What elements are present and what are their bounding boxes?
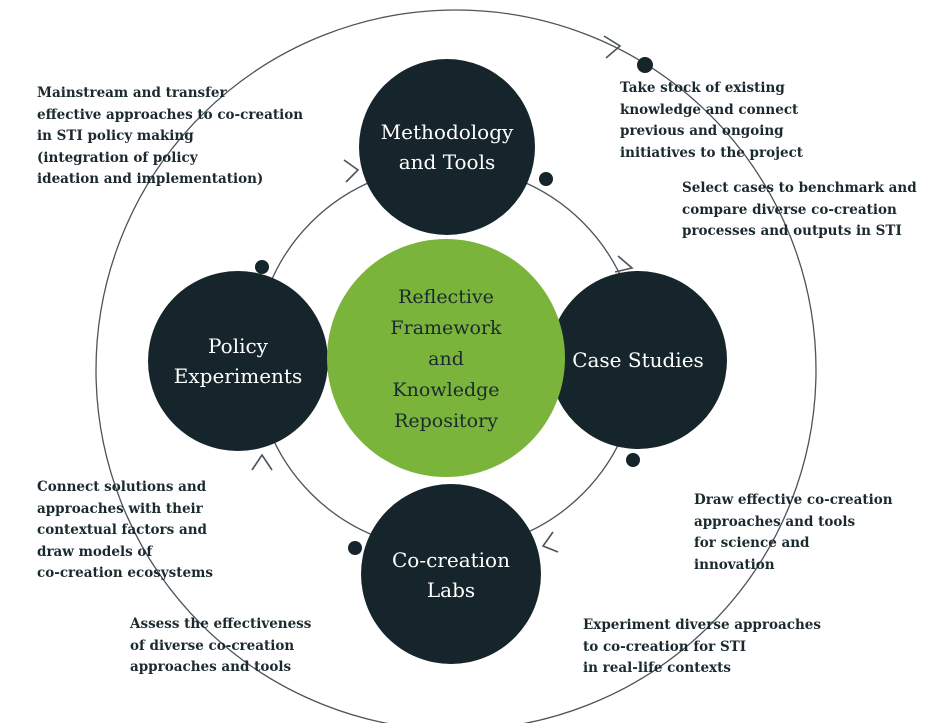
- colabs-label: Co-creation Labs: [361, 540, 541, 610]
- annotation-line: approaches with their: [37, 500, 203, 517]
- arrowhead-to-colabs: [541, 531, 559, 553]
- annotation-line: for science and: [694, 535, 810, 551]
- policy-node[interactable]: [148, 271, 328, 451]
- center-label-line1: Reflective: [398, 285, 494, 308]
- annotation-line: Connect solutions and: [37, 479, 207, 495]
- annotation-line: innovation: [694, 556, 775, 573]
- annotation-line: Mainstream and transfer: [37, 85, 227, 101]
- center-label-line4: Knowledge: [392, 378, 500, 401]
- annotation-line: knowledge and connect: [620, 101, 799, 118]
- policy-label-line1: Policy: [208, 334, 268, 358]
- center-node[interactable]: [327, 239, 565, 477]
- annotation-line: (integration of policy: [37, 149, 198, 166]
- annotation-select-cases: Select cases to benchmark and compare di…: [682, 178, 917, 243]
- annotation-assess: Assess the effectiveness of diverse co-c…: [130, 614, 311, 679]
- annotation-line: in STI policy making: [37, 128, 194, 144]
- outer-cycle-ring: [95, 9, 817, 723]
- methodology-node[interactable]: [359, 59, 535, 235]
- annotation-draw-effective: Draw effective co-creation approaches an…: [694, 490, 893, 576]
- annotation-line: compare diverse co-creation: [682, 201, 897, 218]
- colabs-label-line2: Labs: [426, 578, 476, 602]
- annotation-line: previous and ongoing: [620, 123, 784, 139]
- arrowhead-to-case-studies: [614, 255, 634, 273]
- arrowhead-to-methodology: [343, 159, 360, 183]
- annotation-line: Take stock of existing: [620, 80, 785, 96]
- annotation-line: approaches and tools: [694, 513, 856, 530]
- colabs-dot: [348, 541, 362, 555]
- annotation-line: processes and outputs in STI: [682, 223, 902, 239]
- policy-dot: [255, 260, 269, 274]
- annotation-line: initiatives to the project: [620, 144, 804, 161]
- colabs-label-line1: Co-creation: [392, 548, 510, 572]
- policy-label: Policy Experiments: [148, 326, 328, 396]
- annotation-mainstream: Mainstream and transfer effective approa…: [37, 83, 303, 191]
- annotation-line: draw models of: [37, 543, 153, 560]
- annotation-connect: Connect solutions and approaches with th…: [37, 477, 213, 585]
- case-studies-label-line1: Case Studies: [572, 348, 704, 372]
- methodology-label-line1: Methodology: [380, 120, 514, 144]
- case-studies-label: Case Studies: [549, 340, 727, 380]
- center-label: Reflective Framework and Knowledge Repos…: [346, 280, 546, 438]
- annotation-take-stock: Take stock of existing knowledge and con…: [620, 78, 803, 164]
- colabs-node[interactable]: [361, 484, 541, 664]
- annotation-line: to co-creation for STI: [583, 638, 747, 655]
- case-studies-dot: [626, 453, 640, 467]
- annotation-line: ideation and implementation): [37, 171, 264, 187]
- annotation-experiment: Experiment diverse approaches to co-crea…: [583, 615, 821, 680]
- arrowhead-to-policy: [251, 453, 273, 471]
- methodology-label: Methodology and Tools: [359, 112, 535, 182]
- annotation-line: Draw effective co-creation: [694, 492, 893, 508]
- annotation-line: effective approaches to co-creation: [37, 106, 304, 123]
- policy-label-line2: Experiments: [173, 364, 303, 388]
- center-label-line5: Repository: [394, 409, 498, 432]
- annotation-line: of diverse co-creation: [130, 637, 295, 654]
- center-label-line3: and: [428, 347, 464, 370]
- annotation-line: in real-life contexts: [583, 660, 731, 676]
- annotation-line: Select cases to benchmark and: [682, 180, 917, 196]
- center-label-line2: Framework: [390, 316, 502, 339]
- case-studies-node[interactable]: [549, 271, 727, 449]
- annotation-line: approaches and tools: [130, 659, 292, 675]
- annotation-line: Experiment diverse approaches: [583, 617, 821, 633]
- outer-cycle-arrowhead: [603, 35, 622, 59]
- annotation-line: co-creation ecosystems: [37, 565, 213, 581]
- methodology-label-line2: and Tools: [398, 150, 496, 174]
- annotation-line: Assess the effectiveness: [130, 616, 312, 632]
- annotation-line: contextual factors and: [37, 522, 207, 538]
- methodology-dot: [539, 172, 553, 186]
- outer-cycle-start-dot: [637, 57, 653, 73]
